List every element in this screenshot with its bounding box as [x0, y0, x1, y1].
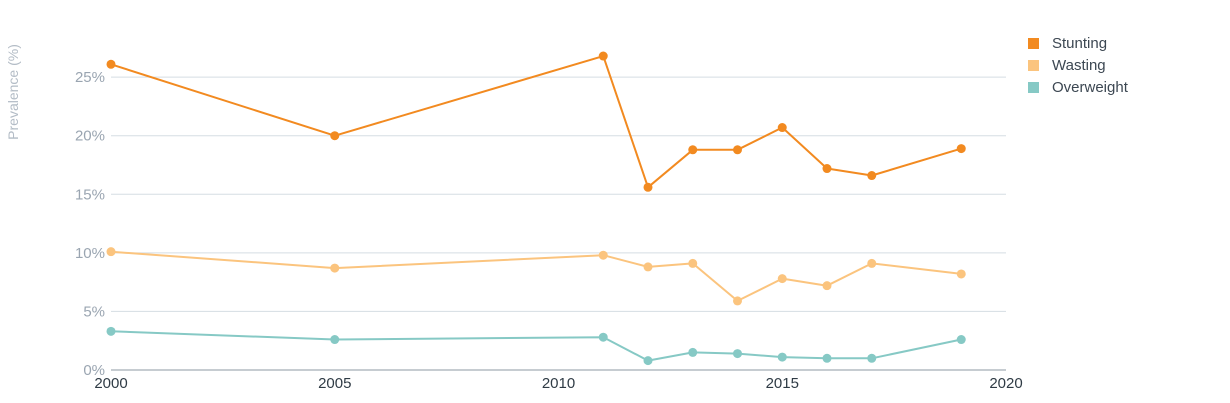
legend-swatch: [1028, 60, 1039, 71]
data-point[interactable]: [956, 335, 966, 345]
y-tick-labels: 0% 5% 10% 15% 20% 25%: [75, 69, 105, 379]
legend-label: Overweight: [1052, 79, 1129, 96]
x-tick-label: 2000: [94, 375, 127, 392]
data-point[interactable]: [688, 145, 698, 155]
legend-item-overweight[interactable]: Overweight: [1028, 79, 1129, 96]
data-point[interactable]: [330, 131, 340, 141]
data-point[interactable]: [733, 349, 742, 359]
data-point[interactable]: [777, 352, 787, 362]
data-point[interactable]: [643, 356, 653, 366]
data-point[interactable]: [330, 335, 340, 345]
x-tick-label: 2010: [542, 375, 575, 392]
series-overweight: [106, 326, 966, 366]
legend-item-wasting[interactable]: Wasting: [1028, 57, 1106, 74]
data-point[interactable]: [822, 281, 832, 291]
data-point[interactable]: [106, 326, 116, 336]
data-point[interactable]: [688, 258, 698, 268]
data-point[interactable]: [598, 250, 608, 260]
legend-swatch: [1028, 38, 1039, 49]
data-point[interactable]: [777, 123, 787, 133]
data-point[interactable]: [106, 59, 116, 69]
data-point[interactable]: [733, 296, 742, 306]
data-point[interactable]: [822, 164, 832, 174]
data-point[interactable]: [956, 269, 966, 279]
data-point[interactable]: [688, 347, 698, 357]
series-stunting: [106, 51, 966, 192]
y-tick-label: 5%: [83, 303, 105, 320]
legend-item-stunting[interactable]: Stunting: [1028, 35, 1107, 52]
x-tick-label: 2015: [766, 375, 799, 392]
y-tick-label: 25%: [75, 69, 105, 86]
y-tick-label: 0%: [83, 362, 105, 379]
legend-label: Stunting: [1052, 35, 1107, 52]
data-point[interactable]: [822, 353, 832, 363]
series-line: [110, 330, 962, 362]
data-point[interactable]: [777, 274, 787, 284]
data-point[interactable]: [598, 332, 608, 342]
x-tick-labels: 2000 2005 2010 2015 2020: [94, 375, 1022, 392]
data-point[interactable]: [643, 182, 653, 192]
data-point[interactable]: [598, 51, 608, 61]
data-point[interactable]: [867, 353, 877, 363]
legend-swatch: [1028, 82, 1039, 93]
legend: Stunting Wasting Overweight: [1028, 35, 1129, 96]
y-axis-label: Prevalence (%): [5, 44, 21, 140]
y-tick-label: 15%: [75, 186, 105, 203]
series-lines: [106, 51, 966, 366]
series-line: [110, 55, 962, 189]
data-point[interactable]: [867, 171, 877, 181]
series-line: [110, 250, 962, 302]
data-point[interactable]: [867, 258, 877, 268]
x-tick-label: 2005: [318, 375, 351, 392]
y-tick-label: 10%: [75, 245, 105, 262]
data-point[interactable]: [643, 262, 653, 272]
data-point[interactable]: [733, 145, 742, 155]
data-point[interactable]: [106, 247, 116, 257]
series-wasting: [106, 247, 966, 306]
x-tick-label: 2020: [989, 375, 1022, 392]
y-tick-label: 20%: [75, 128, 105, 145]
legend-label: Wasting: [1052, 57, 1106, 74]
data-point[interactable]: [956, 144, 966, 154]
data-point[interactable]: [330, 263, 340, 273]
gridlines: [111, 76, 1006, 371]
